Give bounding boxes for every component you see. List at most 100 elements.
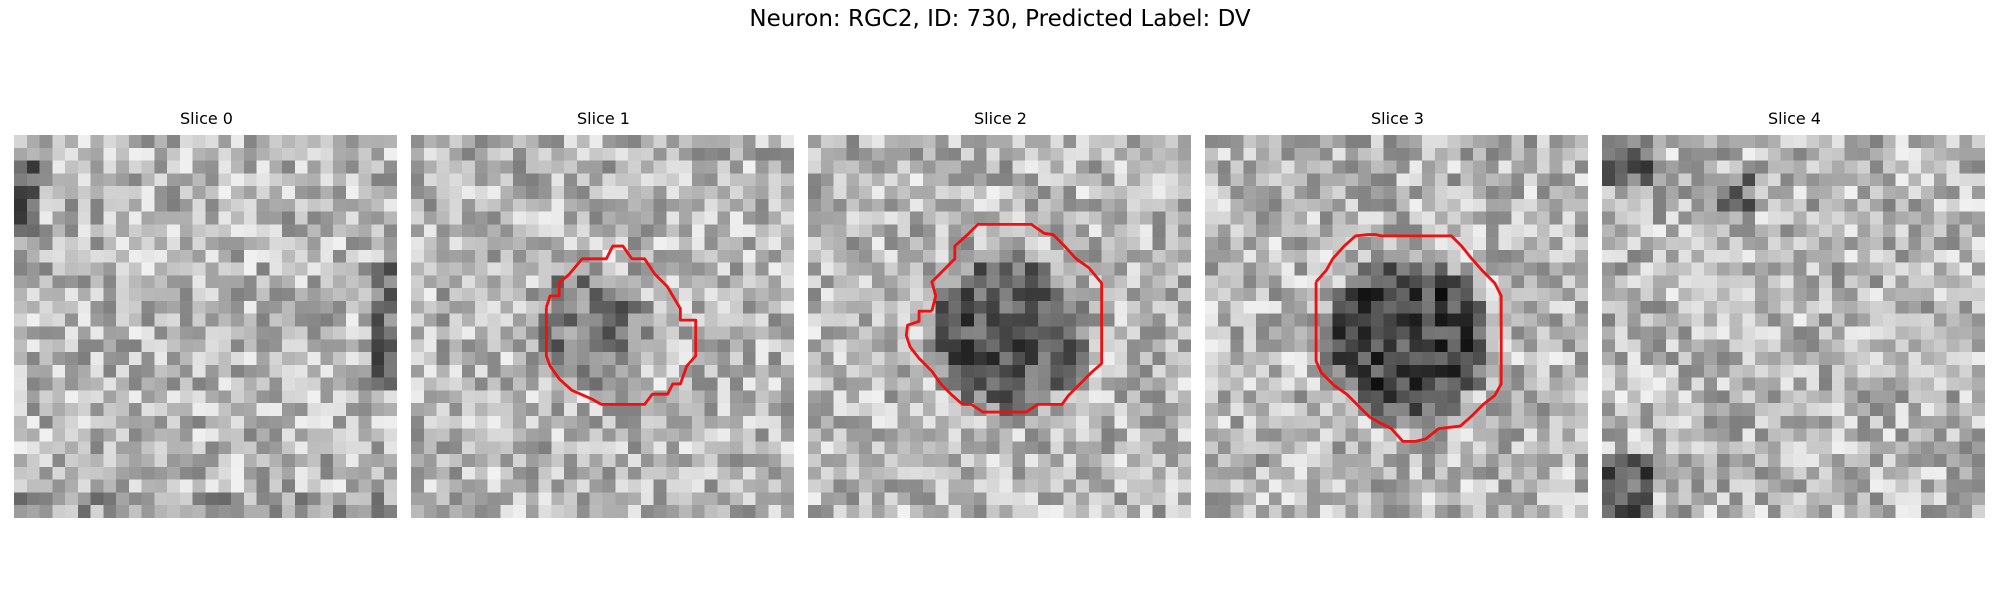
image-pixel — [384, 339, 397, 353]
image-pixel — [1307, 428, 1321, 442]
image-pixel — [423, 505, 437, 518]
image-pixel — [1704, 479, 1718, 493]
image-pixel — [1139, 224, 1153, 238]
image-pixel — [1114, 441, 1128, 455]
image-pixel — [65, 224, 79, 238]
image-pixel — [371, 147, 385, 161]
image-pixel — [1767, 428, 1781, 442]
image-pixel — [77, 326, 91, 340]
image-pixel — [1831, 479, 1845, 493]
image-pixel — [1793, 415, 1807, 429]
image-pixel — [884, 339, 898, 353]
image-pixel — [1268, 160, 1282, 174]
image-pixel — [243, 275, 257, 289]
image-pixel — [1152, 390, 1166, 404]
image-pixel — [1152, 454, 1166, 468]
image-pixel — [1895, 505, 1909, 518]
image-pixel — [205, 211, 219, 225]
image-pixel — [1485, 441, 1499, 455]
image-pixel — [1088, 492, 1102, 506]
image-pixel — [103, 300, 117, 314]
image-pixel — [922, 339, 936, 353]
image-pixel — [449, 326, 463, 340]
image-pixel — [474, 466, 488, 480]
image-pixel — [90, 300, 104, 314]
image-pixel — [256, 454, 270, 468]
image-pixel — [384, 186, 397, 200]
image-pixel — [1729, 466, 1743, 480]
image-pixel — [320, 313, 334, 327]
image-pixel — [640, 479, 654, 493]
image-pixel — [1536, 160, 1550, 174]
image-pixel — [781, 186, 794, 200]
image-pixel — [1780, 505, 1794, 518]
image-pixel — [910, 160, 924, 174]
image-pixel — [65, 326, 79, 340]
image-pixel — [26, 428, 40, 442]
image-pixel — [513, 441, 527, 455]
image-pixel — [1511, 390, 1525, 404]
image-pixel — [1575, 211, 1588, 225]
image-pixel — [768, 224, 782, 238]
image-pixel — [345, 352, 359, 366]
image-pixel — [474, 479, 488, 493]
image-pixel — [1882, 479, 1896, 493]
image-pixel — [1536, 505, 1550, 518]
image-pixel — [1256, 275, 1270, 289]
image-pixel — [1268, 224, 1282, 238]
image-pixel — [52, 211, 66, 225]
image-pixel — [961, 249, 975, 263]
image-pixel — [1012, 479, 1026, 493]
image-pixel — [704, 262, 718, 276]
image-pixel — [1653, 160, 1667, 174]
image-pixel — [1933, 390, 1947, 404]
image-pixel — [871, 377, 885, 391]
image-pixel — [462, 352, 476, 366]
image-pixel — [897, 186, 911, 200]
image-pixel — [436, 415, 450, 429]
image-pixel — [846, 173, 860, 187]
image-pixel — [935, 237, 949, 251]
image-pixel — [1536, 313, 1550, 327]
image-pixel — [910, 403, 924, 417]
image-pixel — [576, 275, 590, 289]
image-pixel — [384, 147, 397, 161]
image-pixel — [564, 135, 578, 149]
image-pixel — [653, 186, 667, 200]
image-pixel — [653, 237, 667, 251]
image-pixel — [487, 403, 501, 417]
image-pixel — [307, 173, 321, 187]
image-pixel — [307, 326, 321, 340]
image-pixel — [897, 275, 911, 289]
image-pixel — [243, 454, 257, 468]
image-pixel — [1345, 147, 1359, 161]
image-pixel — [602, 326, 616, 340]
image-pixel — [1319, 352, 1333, 366]
image-pixel — [1767, 173, 1781, 187]
image-pixel — [1729, 275, 1743, 289]
image-pixel — [282, 390, 296, 404]
image-pixel — [1370, 313, 1384, 327]
image-pixel — [1114, 186, 1128, 200]
image-pixel — [1358, 262, 1372, 276]
image-pixel — [1640, 262, 1654, 276]
image-pixel — [1268, 262, 1282, 276]
image-pixel — [859, 275, 873, 289]
image-pixel — [1127, 339, 1141, 353]
image-pixel — [1307, 326, 1321, 340]
image-pixel — [666, 135, 680, 149]
image-pixel — [1139, 492, 1153, 506]
image-pixel — [1511, 173, 1525, 187]
image-pixel — [755, 403, 769, 417]
image-pixel — [1704, 377, 1718, 391]
image-pixel — [1409, 454, 1423, 468]
image-pixel — [462, 390, 476, 404]
image-pixel — [218, 352, 232, 366]
image-pixel — [1972, 198, 1985, 212]
image-pixel — [154, 339, 168, 353]
image-pixel — [436, 454, 450, 468]
image-pixel — [1025, 415, 1039, 429]
image-pixel — [1511, 466, 1525, 480]
image-pixel — [1653, 441, 1667, 455]
image-pixel — [384, 275, 397, 289]
